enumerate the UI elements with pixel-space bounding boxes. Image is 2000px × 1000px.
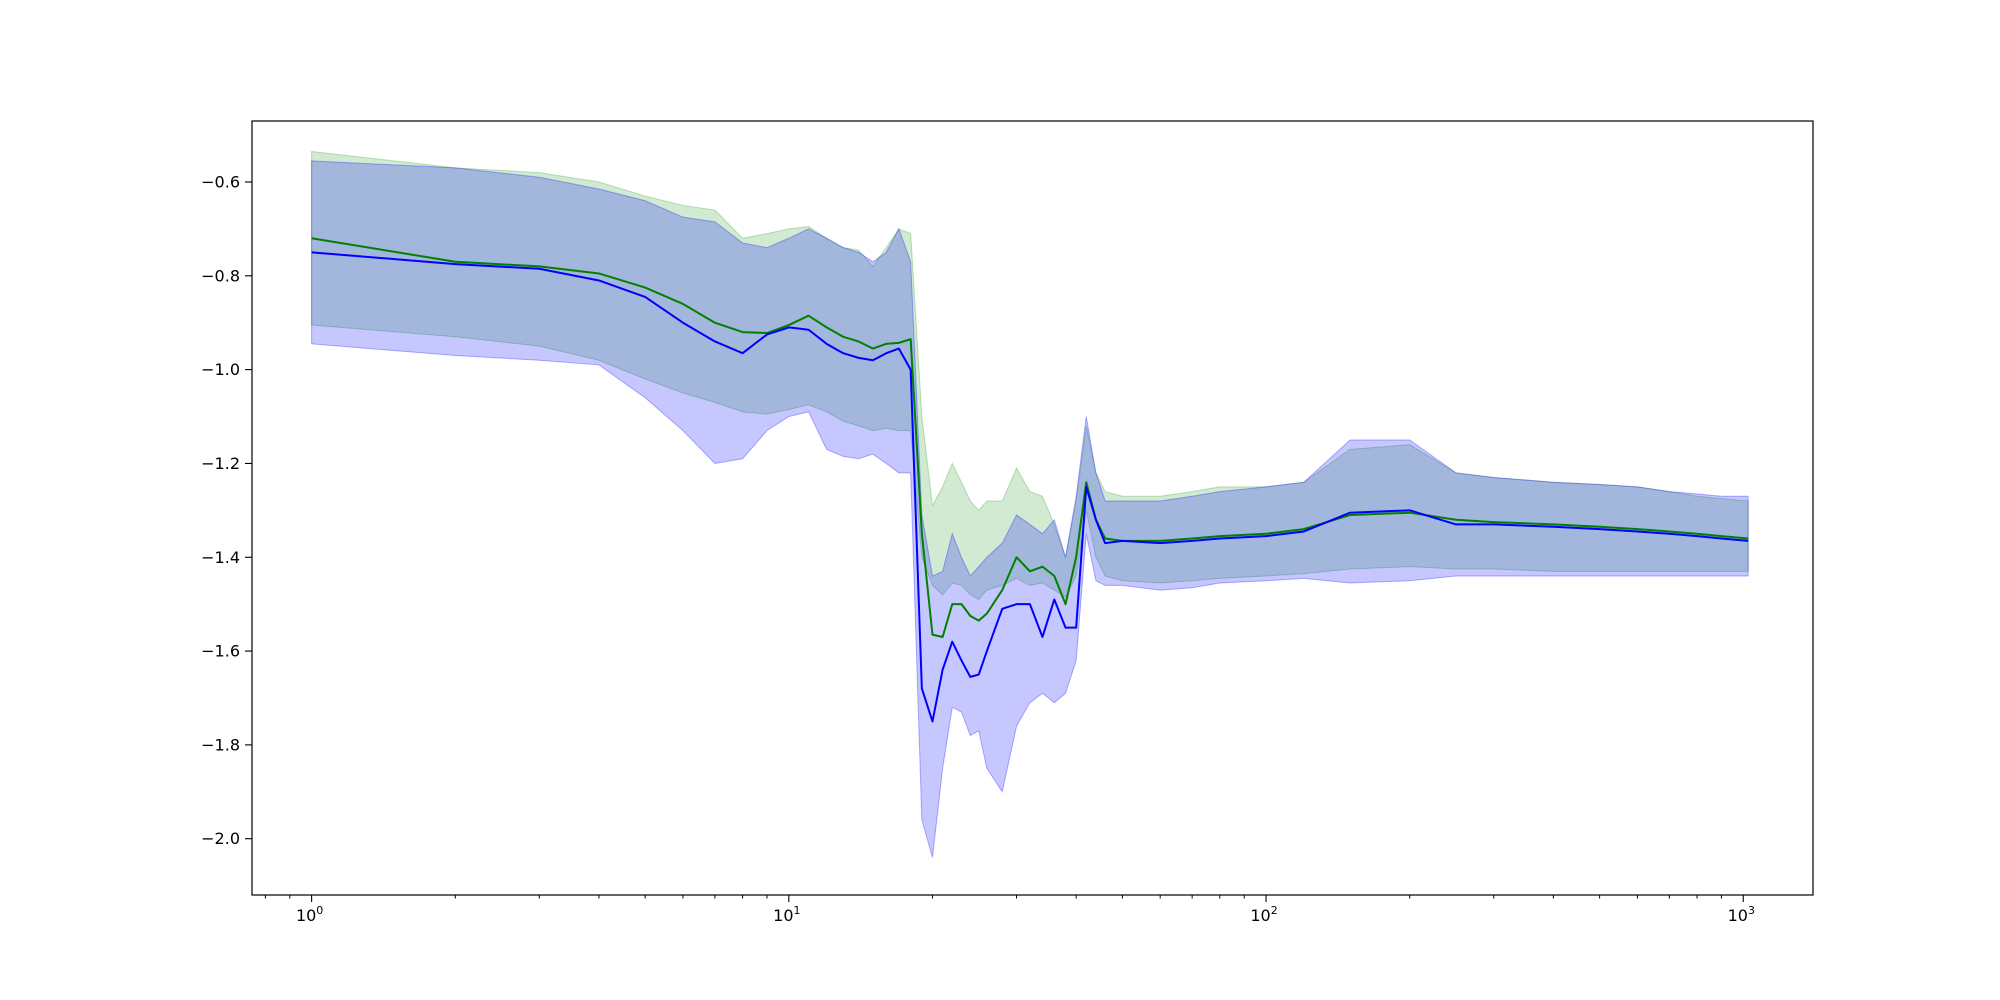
y-tick-label: −0.8 — [201, 266, 240, 285]
y-tick-label: −1.0 — [201, 360, 240, 379]
series-2-line — [311, 251, 1749, 723]
y-tick-label: −1.8 — [201, 735, 240, 754]
x-axis-ticks: 100 101 102 103 — [264, 895, 1755, 925]
series-lines — [311, 237, 1749, 723]
y-tick-label: −0.6 — [201, 172, 240, 191]
axes-frame — [251, 120, 1814, 896]
y-tick-label: −1.6 — [201, 642, 240, 661]
series-1-band — [311, 150, 1749, 601]
y-axis-ticks: −0.6 −0.8 −1.0 −1.2 −1.4 −1.6 −1.8 −2.0 — [201, 172, 252, 848]
x-tick-label: 103 — [1728, 904, 1755, 925]
y-tick-label: −1.2 — [201, 454, 240, 473]
x-tick-label: 101 — [773, 904, 800, 925]
series-2-band — [311, 160, 1749, 858]
x-tick-label: 102 — [1250, 904, 1277, 925]
y-tick-label: −2.0 — [201, 829, 240, 848]
confidence-bands — [311, 150, 1749, 858]
x-tick-label: 100 — [296, 904, 323, 925]
y-tick-label: −1.4 — [201, 548, 240, 567]
